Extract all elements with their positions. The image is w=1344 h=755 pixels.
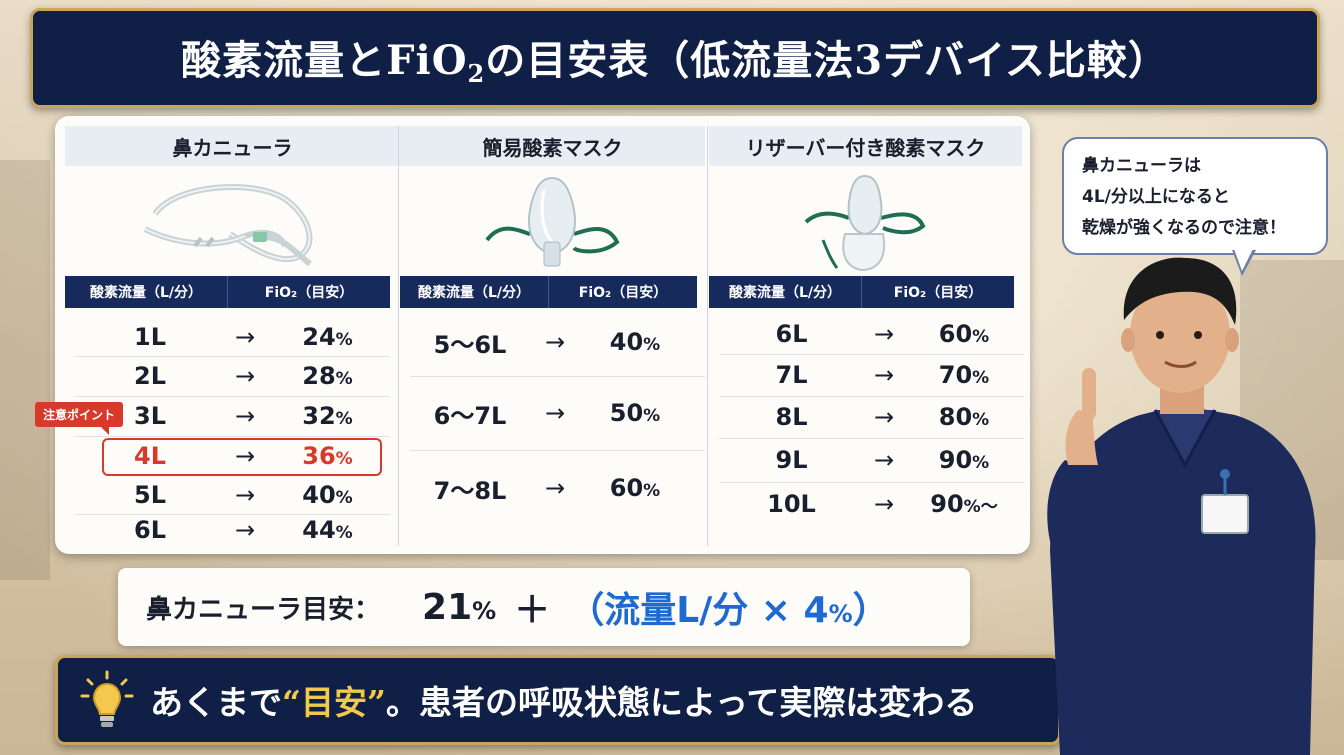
nasal-cannula-icon [143,184,313,267]
nurse-illustration [1047,257,1316,755]
column-nasal-cannula: 鼻カニューラ 酸素流量（L/分） FiO₂（目安） 1L → 24% 2L → 28% 3… [65,126,400,546]
comparison-table: 鼻カニューラ 酸素流量（L/分） FiO₂（目安） 1L → 24% 2L → 28% 3… [35,116,1030,554]
table-row: 6L → 44% [134,516,353,544]
reservoir-mask-icon [804,174,926,272]
table-row: 3L → 32% [75,396,390,437]
highlight-frame [102,438,382,476]
oxygen-mask-icon [485,176,620,267]
column-simple-mask: 簡易酸素マスク 酸素流量（L/分） FiO₂（目安） 5〜6L → 40% 6〜7L →… [400,126,705,546]
column-title: 鼻カニューラ [65,126,400,166]
table-row: 1L → 24% [75,318,390,357]
column-title: リザーバー付き酸素マスク [709,126,1022,166]
speech-bubble-tail-inner [1234,249,1253,271]
page-title: 酸素流量とFiO2の目安表（低流量法3デバイス比較） [181,37,1169,88]
table-row: 8L → 80% [719,396,1024,439]
table-row: 10L → 90%〜 [767,490,998,518]
formula-expression: （流量L/分 × 4%） [568,590,889,631]
formula-base: 21% [422,586,497,628]
column-reservoir-mask: リザーバー付き酸素マスク 酸素流量（L/分） FiO₂（目安） 6L → 60% 7L… [709,126,1024,546]
column-subheader: 酸素流量（L/分） FiO₂（目安） [709,276,1014,308]
column-title: 簡易酸素マスク [400,126,705,166]
table-row: 5L → 40% [75,476,390,515]
formula-box: 鼻カニューラ目安： 21% ＋ （流量L/分 × 4%） [118,568,970,646]
table-row-highlighted: 4L → 36% [134,442,353,470]
bottom-banner: あくまで“目安”。患者の呼吸状態によって実際は変わる [55,655,1061,745]
speech-bubble: 鼻カニューラは 4L/分以上になると 乾燥が強くなるので注意！ [1062,137,1328,255]
column-subheader: 酸素流量（L/分） FiO₂（目安） [400,276,697,308]
formula-plus: ＋ [514,590,551,631]
table-row: 7〜8L → 60% [433,474,661,505]
lightbulb-icon [80,670,134,727]
column-subheader: 酸素流量（L/分） FiO₂（目安） [65,276,390,308]
table-row: 6〜7L → 50% [410,376,705,451]
table-row: 9L → 90% [719,438,1024,483]
column-divider [398,126,399,546]
table-row: 2L → 28% [75,356,390,397]
title-banner: 酸素流量とFiO2の目安表（低流量法3デバイス比較） [30,8,1320,108]
table-row: 7L → 70% [719,354,1024,397]
table-row: 6L → 60% [719,314,1024,355]
background-shelf [0,160,50,580]
bottom-message: あくまで“目安”。患者の呼吸状態によって実際は変わる [150,683,978,722]
column-divider [707,126,708,546]
formula-label: 鼻カニューラ目安： [146,594,381,625]
table-row: 5〜6L → 40% [410,308,705,377]
caution-tag: 注意ポイント [35,402,124,435]
